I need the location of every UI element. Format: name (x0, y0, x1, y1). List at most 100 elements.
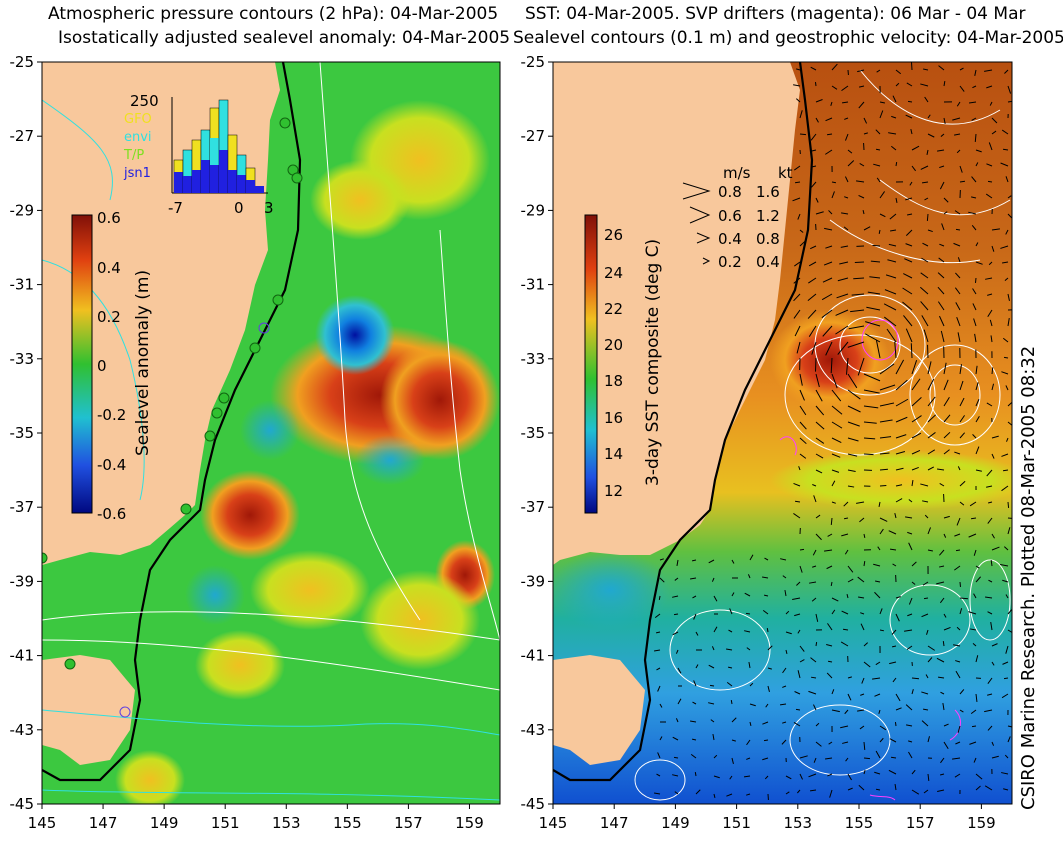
velocity-arrow (895, 69, 902, 75)
velocity-arrow (826, 672, 833, 679)
velocity-arrow (969, 501, 977, 507)
sst-colorbar-label: 3-day SST composite (deg C) (643, 238, 663, 486)
anomaly-blob (310, 160, 410, 240)
velocity-arrow (891, 629, 897, 635)
velocity-arrow (879, 436, 892, 439)
velocity-arrow (844, 117, 849, 120)
cb-tick: 24 (604, 264, 623, 282)
velocity-arrow (825, 341, 833, 356)
velocity-arrow (879, 629, 885, 632)
velocity-arrow (843, 517, 849, 520)
velocity-arrow (1004, 69, 1009, 74)
velocity-arrow (731, 717, 737, 723)
velocity-arrow (908, 542, 913, 551)
velocity-arrow (708, 559, 715, 564)
latitude-label: -29 (10, 201, 35, 219)
velocity-arrow (692, 595, 697, 599)
velocity-arrow (693, 680, 697, 687)
velocity-arrow (943, 626, 951, 631)
velocity-arrow (863, 757, 871, 760)
velocity-arrow (911, 360, 918, 375)
velocity-arrow (673, 756, 679, 759)
velocity-arrow (713, 754, 718, 759)
velocity-arrow (847, 453, 858, 457)
velocity-arrow (863, 661, 871, 668)
velocity-arrow (782, 575, 787, 579)
velocity-arrow (785, 791, 790, 795)
shelf-contour (42, 62, 302, 782)
velocity-arrow (971, 117, 977, 121)
velocity-arrow (713, 626, 718, 633)
velocity-arrow (1007, 213, 1012, 219)
velocity-arrow (959, 689, 965, 695)
velocity-arrow (975, 415, 980, 423)
velocity-arrow (991, 755, 999, 759)
velocity-arrow (809, 789, 817, 792)
velocity-arrow (831, 437, 842, 443)
velocity-arrow (799, 240, 806, 247)
velocity-arrow (938, 257, 945, 263)
velocity-arrow (905, 328, 913, 343)
cb-tick: 18 (604, 372, 623, 390)
velocity-arrow (943, 723, 949, 727)
velocity-arrow (799, 645, 805, 652)
velocity-arrow (856, 501, 865, 504)
velocity-arrow (878, 709, 881, 714)
velocity-arrow (746, 739, 751, 746)
velocity-arrow (987, 693, 993, 696)
velocity-arrow (986, 402, 993, 407)
sst-cool-patch (553, 550, 670, 630)
velocity-arrow (894, 721, 897, 727)
velocity-arrow (970, 709, 977, 714)
velocity-arrow (845, 757, 849, 762)
velocity-arrow (895, 693, 901, 702)
sealevel-contours (634, 69, 1011, 801)
velocity-arrow (814, 357, 817, 372)
velocity-arrow (815, 722, 820, 727)
velocity-arrow (990, 335, 993, 343)
longitude-label: 157 (906, 814, 935, 832)
velocity-arrow (988, 261, 993, 266)
velocity-arrow (991, 661, 995, 666)
velocity-arrow (672, 736, 679, 741)
velocity-arrow (875, 129, 881, 135)
velocity-arrow (799, 659, 805, 663)
velocity-arrow (909, 181, 913, 186)
velocity-arrow (895, 484, 903, 487)
velocity-arrow (793, 293, 801, 302)
velocity-arrow (939, 773, 945, 776)
velocity-arrow (879, 191, 886, 199)
velocity-arrow (895, 613, 900, 622)
latitude-label: -41 (10, 647, 35, 665)
velocity-arrow (922, 500, 929, 503)
velocity-arrow (748, 662, 751, 669)
velocity-arrow (889, 548, 897, 551)
velocity-arrow (821, 293, 833, 301)
velocity-arrow (799, 133, 807, 136)
velocity-arrow (959, 85, 965, 92)
velocity-arrow (711, 646, 715, 651)
velocity-arrow (943, 80, 946, 87)
velocity-arrow (857, 709, 865, 712)
velocity-arrow (927, 466, 935, 471)
velocity-arrow (831, 709, 840, 713)
velocity-arrow (762, 757, 769, 761)
left-map-panel (42, 62, 500, 804)
velocity-arrow (959, 432, 966, 439)
velocity-arrow (815, 99, 823, 103)
velocity-arrow (927, 773, 930, 782)
velocity-arrow (972, 288, 977, 295)
velocity-arrow (975, 398, 980, 407)
velocity-arrow (911, 378, 921, 391)
velocity-arrow (831, 373, 838, 389)
velocity-arrow (863, 453, 874, 456)
velocity-arrow (847, 341, 865, 348)
cb-tick: -0.2 (97, 406, 126, 424)
legend-kt: 1.6 (756, 183, 780, 201)
velocity-arrow (955, 302, 961, 311)
velocity-arrow (957, 332, 961, 343)
velocity-arrow (785, 649, 788, 655)
velocity-arrow (888, 769, 897, 775)
velocity-arrow (891, 115, 897, 119)
velocity-arrow (1007, 318, 1010, 327)
